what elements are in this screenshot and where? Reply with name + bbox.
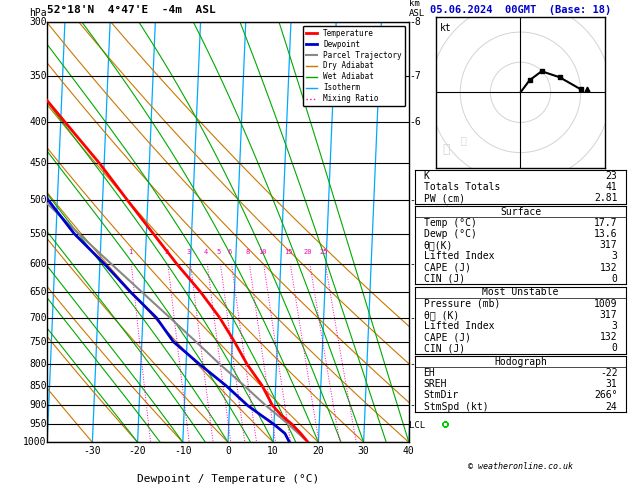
Text: -3: -3 [409, 312, 421, 323]
Text: -7: -7 [409, 70, 421, 81]
Text: 15: 15 [284, 249, 292, 255]
Text: 5: 5 [217, 249, 221, 255]
Text: -4: -4 [409, 259, 421, 269]
Text: CAPE (J): CAPE (J) [423, 262, 470, 273]
Text: StmDir: StmDir [423, 390, 459, 400]
Text: 8: 8 [246, 249, 250, 255]
Text: -2: -2 [409, 359, 421, 369]
Text: © weatheronline.co.uk: © weatheronline.co.uk [468, 462, 573, 471]
Text: Dewp (°C): Dewp (°C) [423, 229, 476, 239]
Text: 31: 31 [606, 379, 618, 389]
Text: 550: 550 [29, 228, 47, 239]
Text: Temp (°C): Temp (°C) [423, 218, 476, 228]
Text: 2.81: 2.81 [594, 193, 618, 203]
Text: EH: EH [423, 368, 435, 378]
Text: Most Unstable: Most Unstable [482, 287, 559, 297]
Text: 0: 0 [611, 274, 618, 284]
Text: 23: 23 [606, 171, 618, 181]
Text: Pressure (mb): Pressure (mb) [423, 298, 500, 309]
Text: 132: 132 [600, 332, 618, 342]
Text: 317: 317 [600, 310, 618, 320]
Text: 0: 0 [225, 447, 231, 456]
Text: 24: 24 [606, 401, 618, 412]
Text: K: K [423, 171, 430, 181]
Text: CAPE (J): CAPE (J) [423, 332, 470, 342]
Text: 10: 10 [267, 447, 279, 456]
Text: kt: kt [440, 23, 451, 33]
Text: 132: 132 [600, 262, 618, 273]
Text: Hodograph: Hodograph [494, 357, 547, 367]
Text: 3: 3 [611, 321, 618, 331]
Text: -30: -30 [84, 447, 101, 456]
Text: ⦾: ⦾ [442, 142, 450, 156]
Text: -20: -20 [129, 447, 147, 456]
Text: 800: 800 [29, 359, 47, 369]
Text: ⦾: ⦾ [460, 136, 466, 146]
Text: SREH: SREH [423, 379, 447, 389]
Text: 350: 350 [29, 70, 47, 81]
Text: 450: 450 [29, 158, 47, 169]
Text: Lifted Index: Lifted Index [423, 321, 494, 331]
Text: 300: 300 [29, 17, 47, 27]
Text: 30: 30 [358, 447, 369, 456]
Text: 3: 3 [611, 251, 618, 261]
Text: 850: 850 [29, 381, 47, 391]
Text: 41: 41 [606, 182, 618, 192]
Text: Dewpoint / Temperature (°C): Dewpoint / Temperature (°C) [137, 473, 319, 484]
Text: 1009: 1009 [594, 298, 618, 309]
Text: 950: 950 [29, 419, 47, 429]
Text: LCL: LCL [409, 420, 425, 430]
Text: 4: 4 [204, 249, 208, 255]
Text: -8: -8 [409, 17, 421, 27]
Text: 52°18'N  4°47'E  -4m  ASL: 52°18'N 4°47'E -4m ASL [47, 4, 216, 15]
Legend: Temperature, Dewpoint, Parcel Trajectory, Dry Adiabat, Wet Adiabat, Isotherm, Mi: Temperature, Dewpoint, Parcel Trajectory… [303, 26, 405, 106]
Text: θᴄ(K): θᴄ(K) [423, 240, 453, 250]
Text: Totals Totals: Totals Totals [423, 182, 500, 192]
Text: 700: 700 [29, 312, 47, 323]
Text: -22: -22 [600, 368, 618, 378]
Text: 1000: 1000 [23, 437, 47, 447]
Text: Surface: Surface [500, 207, 541, 217]
Text: 10: 10 [258, 249, 266, 255]
Text: 500: 500 [29, 195, 47, 205]
Text: PW (cm): PW (cm) [423, 193, 465, 203]
Text: 0: 0 [611, 343, 618, 353]
Text: 3: 3 [187, 249, 191, 255]
Text: CIN (J): CIN (J) [423, 274, 465, 284]
Text: 266°: 266° [594, 390, 618, 400]
Text: km
ASL: km ASL [409, 0, 425, 17]
Text: 6: 6 [228, 249, 232, 255]
Text: Mixing Ratio (g/kg): Mixing Ratio (g/kg) [440, 185, 450, 279]
Text: -6: -6 [409, 117, 421, 127]
Text: CIN (J): CIN (J) [423, 343, 465, 353]
Text: 2: 2 [164, 249, 169, 255]
Text: 750: 750 [29, 337, 47, 347]
Text: 40: 40 [403, 447, 415, 456]
Text: 600: 600 [29, 259, 47, 269]
Text: -10: -10 [174, 447, 192, 456]
Text: 25: 25 [319, 249, 328, 255]
Text: 20: 20 [304, 249, 312, 255]
Text: 650: 650 [29, 287, 47, 297]
Text: StmSpd (kt): StmSpd (kt) [423, 401, 488, 412]
Text: 317: 317 [600, 240, 618, 250]
Text: 900: 900 [29, 400, 47, 411]
Text: Lifted Index: Lifted Index [423, 251, 494, 261]
Text: 20: 20 [313, 447, 325, 456]
Text: 1: 1 [128, 249, 132, 255]
Text: hPa: hPa [29, 8, 47, 17]
Text: -5: -5 [409, 195, 421, 205]
Text: θᴄ (K): θᴄ (K) [423, 310, 459, 320]
Text: 400: 400 [29, 117, 47, 127]
Text: 13.6: 13.6 [594, 229, 618, 239]
Text: 05.06.2024  00GMT  (Base: 18): 05.06.2024 00GMT (Base: 18) [430, 4, 611, 15]
Text: -1: -1 [409, 400, 421, 411]
Text: 17.7: 17.7 [594, 218, 618, 228]
